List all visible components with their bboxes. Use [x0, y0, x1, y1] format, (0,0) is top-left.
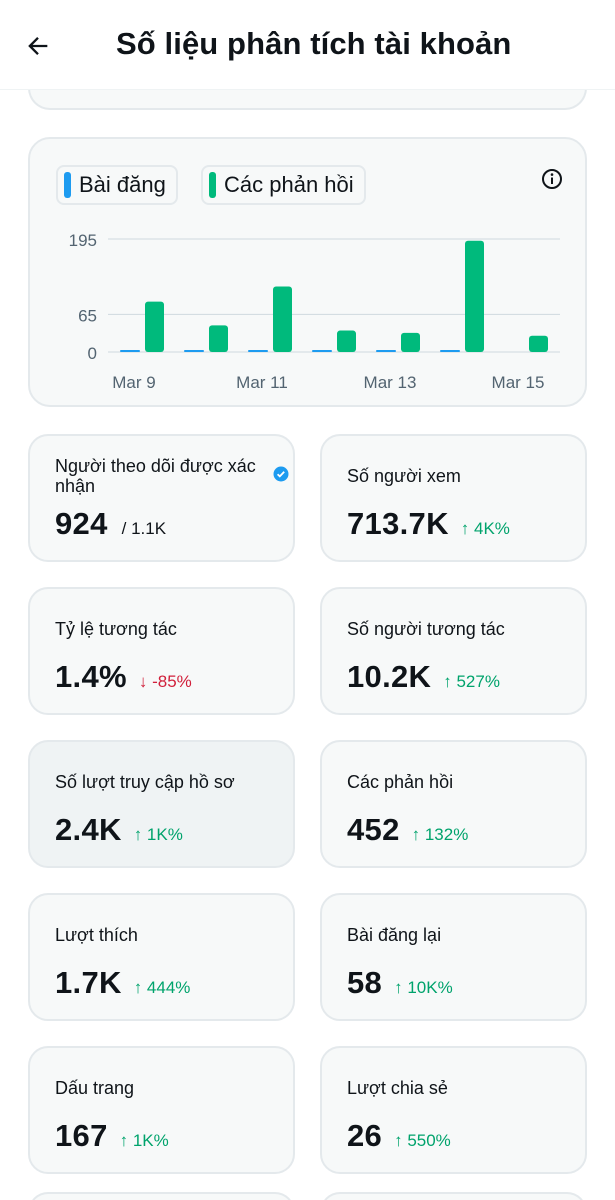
stat-label: Lượt chia sẻ	[347, 1078, 448, 1098]
stat-value-row: 924 / 1.1K	[55, 506, 166, 542]
bar-replies	[209, 325, 228, 352]
stat-label: Bài đăng lại	[347, 925, 442, 945]
x-tick-label: Mar 9	[112, 373, 155, 392]
bar-posts	[248, 350, 268, 352]
next-stat-card[interactable]	[28, 1192, 295, 1200]
stat-value-row: 26 ↑ 550%	[347, 1118, 451, 1154]
stat-card-bookmarks[interactable]: Dấu trang 167 ↑ 1K%	[28, 1046, 295, 1174]
stat-value: 2.4K	[55, 812, 122, 847]
legend-replies-toggle[interactable]: Các phản hồi	[201, 165, 366, 205]
legend-posts-label: Bài đăng	[79, 172, 166, 197]
bar-replies	[529, 335, 548, 352]
stat-value: 713.7K	[347, 506, 449, 541]
legend-posts-toggle[interactable]: Bài đăng	[56, 165, 178, 205]
stat-card-engagement-rate[interactable]: Tỷ lệ tương tác 1.4% ↓ -85%	[28, 587, 295, 715]
stat-label: Các phản hồi	[347, 772, 454, 792]
stat-value: 452	[347, 812, 400, 847]
stat-change: ↑ 527%	[443, 672, 500, 691]
y-tick-label: 195	[69, 231, 97, 250]
bar-replies	[145, 301, 164, 352]
stat-change: ↓ -85%	[138, 672, 192, 691]
bar-replies	[465, 240, 484, 352]
stat-change: ↑ 550%	[394, 1131, 451, 1150]
x-tick-label: Mar 15	[492, 373, 545, 392]
stat-card-shares[interactable]: Lượt chia sẻ 26 ↑ 550%	[320, 1046, 587, 1174]
stat-label: Lượt thích	[55, 925, 138, 945]
info-icon[interactable]	[540, 167, 564, 191]
y-tick-label: 0	[88, 344, 97, 363]
stat-change: ↑ 132%	[411, 825, 469, 844]
bar-posts	[120, 350, 140, 352]
stat-value-row: 58 ↑ 10K%	[347, 965, 453, 1001]
stat-card-viewers[interactable]: Số người xem 713.7K ↑ 4K%	[320, 434, 587, 562]
stat-value: 58	[347, 965, 383, 1000]
stat-value-row: 2.4K ↑ 1K%	[55, 812, 183, 848]
x-tick-label: Mar 13	[364, 373, 417, 392]
bar-replies	[273, 286, 292, 352]
y-tick-label: 65	[78, 306, 97, 325]
stat-card-engaged-users[interactable]: Số người tương tác 10.2K ↑ 527%	[320, 587, 587, 715]
stat-value-row: 1.7K ↑ 444%	[55, 965, 190, 1001]
bar-posts	[440, 350, 460, 352]
stat-value: 924	[55, 506, 108, 541]
stat-card-verified-followers[interactable]: Người theo dõi được xác nhận 924 / 1.1K	[28, 434, 295, 562]
stat-label: Người theo dõi được xác nhận	[55, 456, 256, 496]
bar-posts	[312, 350, 332, 352]
stat-value-row: 713.7K ↑ 4K%	[347, 506, 510, 542]
bar-posts	[376, 350, 396, 352]
bar-posts	[184, 350, 204, 352]
stat-label: Tỷ lệ tương tác	[55, 619, 177, 639]
next-stat-card[interactable]	[320, 1192, 587, 1200]
stat-change: ↑ 4K%	[460, 519, 510, 538]
stat-label: Dấu trang	[55, 1078, 135, 1098]
stat-value: 1.4%	[55, 659, 127, 694]
stat-change: ↑ 444%	[133, 978, 191, 997]
stat-value-row: 167 ↑ 1K%	[55, 1118, 169, 1154]
stat-value-row: 10.2K ↑ 527%	[347, 659, 500, 695]
stat-value: 167	[55, 1118, 108, 1153]
legend-replies-label: Các phản hồi	[224, 172, 354, 197]
bar-replies	[337, 330, 356, 352]
stat-card-reposts[interactable]: Bài đăng lại 58 ↑ 10K%	[320, 893, 587, 1021]
stat-label: Số người tương tác	[347, 619, 505, 639]
back-button[interactable]	[24, 26, 68, 66]
stat-card-replies[interactable]: Các phản hồi 452 ↑ 132%	[320, 740, 587, 868]
stat-total: / 1.1K	[121, 519, 167, 538]
stat-card-profile-visits[interactable]: Số lượt truy cập hồ sơ 2.4K ↑ 1K%	[28, 740, 295, 868]
stat-label: Số lượt truy cập hồ sơ	[55, 772, 235, 792]
bar-replies	[401, 332, 420, 352]
page-title: Số liệu phân tích tài khoản	[116, 26, 512, 61]
posts-swatch	[64, 172, 71, 198]
stat-card-likes[interactable]: Lượt thích 1.7K ↑ 444%	[28, 893, 295, 1021]
top-app-bar: Số liệu phân tích tài khoản	[0, 0, 615, 90]
stat-value: 10.2K	[347, 659, 432, 694]
verified-badge-icon	[273, 466, 289, 482]
stat-value: 1.7K	[55, 965, 122, 1000]
stat-change: ↑ 1K%	[133, 825, 183, 844]
activity-chart-card: Bài đăng Các phản hồi 0 65 195 Mar 9 Mar 11 M…	[28, 137, 587, 407]
stat-value-row: 1.4% ↓ -85%	[55, 659, 192, 695]
arrow-left-icon	[28, 37, 48, 55]
replies-swatch	[209, 172, 216, 198]
x-tick-label: Mar 11	[236, 373, 288, 392]
stat-change: ↑ 1K%	[119, 1131, 169, 1150]
stat-label: Số người xem	[347, 466, 461, 486]
bar-chart: 0 65 195 Mar 9 Mar 11 Mar 13 Mar 15	[69, 231, 560, 392]
stat-change: ↑ 10K%	[394, 978, 453, 997]
stat-value-row: 452 ↑ 132%	[347, 812, 468, 848]
stat-value: 26	[347, 1118, 383, 1153]
